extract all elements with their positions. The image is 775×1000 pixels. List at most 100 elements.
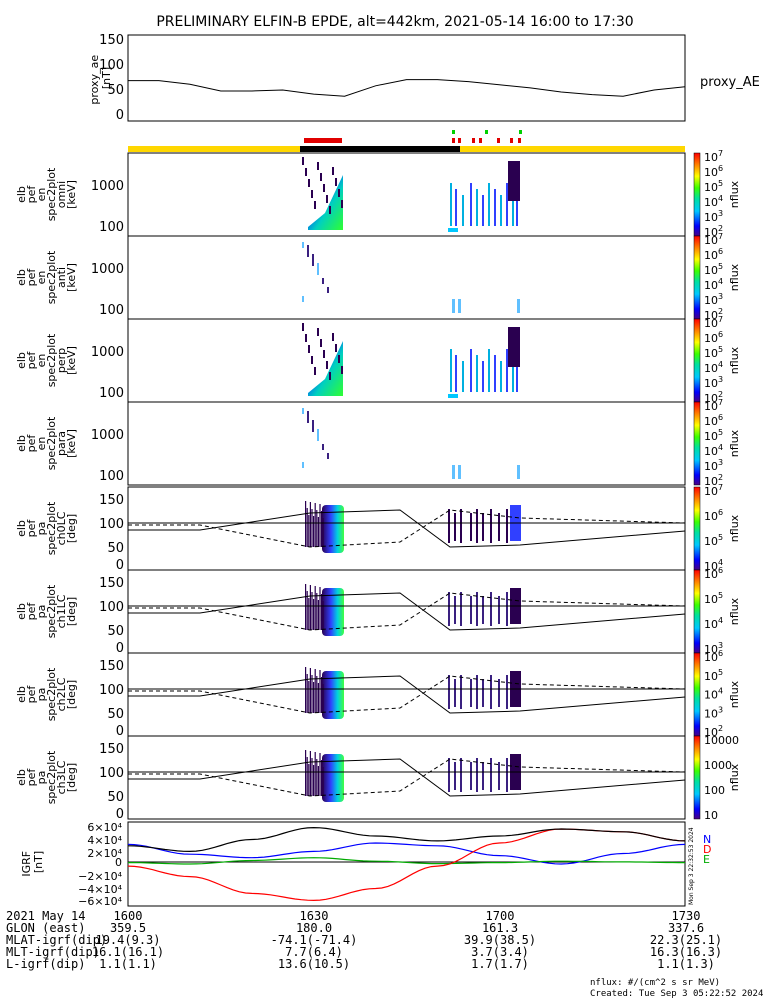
footer-row-value: 3.7(3.4)	[471, 945, 529, 959]
loss-cone-line	[128, 592, 686, 631]
pitch-angle-colorbar-label: nflux	[728, 597, 741, 625]
spectrogram-stripe	[516, 361, 518, 392]
pitch-angle-stripe	[311, 509, 313, 547]
pitch-angle-stripe	[490, 509, 492, 543]
pitch-angle-stripe	[316, 676, 318, 713]
energy-spectrogram-colorbar	[693, 401, 701, 486]
orbit-bar-red-tick	[518, 138, 521, 143]
spectrogram-stripe	[517, 299, 520, 313]
pitch-angle-stripe	[322, 518, 324, 547]
pitch-angle-stripe	[319, 587, 321, 630]
spectrogram-pixel	[307, 251, 309, 257]
pitch-angle-stripe	[306, 757, 308, 796]
pitch-angle-stripe	[506, 758, 508, 792]
igrf-legend-d: D	[703, 843, 711, 856]
pitch-angle-ylabel-line: elb	[15, 520, 28, 537]
energy-spectrogram-ylabel-line: en	[35, 188, 48, 202]
pitch-angle-stripe	[460, 509, 462, 543]
footer-row-label: MLAT-igrf(dip)	[6, 933, 107, 947]
igrf-tick-m2e4: −2×10⁴	[78, 870, 122, 883]
pitch-angle-ylabel-line: ch2LC	[55, 677, 68, 711]
loss-cone-line	[128, 675, 686, 714]
pitch-angle-tick: 0	[116, 724, 124, 739]
pitch-angle-tick: 150	[99, 493, 124, 508]
spectrogram-pixel	[302, 462, 304, 468]
pitch-angle-stripe	[454, 762, 456, 790]
spectrogram-stripe	[452, 465, 455, 479]
spectrogram-stripe	[452, 299, 455, 313]
footer-row-value: 1600	[114, 909, 143, 923]
igrf-ylabel-line1: IGRF	[20, 851, 33, 877]
energy-spectrogram-ylabel-line: en	[35, 437, 48, 451]
pitch-angle-stripe	[305, 584, 307, 630]
orbit-bar-green-tick	[452, 130, 455, 134]
spectrogram-pixel	[323, 184, 325, 192]
footer-row-value: 161.3	[482, 921, 518, 935]
orbit-bar-red-tick	[452, 138, 455, 143]
spectrogram-stripe	[516, 195, 518, 226]
pitch-angle-colorbar-tick: 10	[704, 809, 718, 822]
footer-row-value: 359.5	[110, 921, 146, 935]
pitch-angle-ylabel-line: [deg]	[65, 514, 78, 543]
energy-spectrogram-ylabel-line: spec2plot	[45, 167, 58, 221]
pitch-angle-stripe	[317, 683, 319, 713]
pitch-angle-stripe	[317, 517, 319, 547]
energy-spectrogram-colorbar-tick: 105	[704, 262, 723, 277]
spectrogram-pixel	[302, 323, 304, 331]
pitch-angle-tick: 50	[107, 541, 124, 556]
spectrogram-pixel	[317, 263, 319, 269]
spectrogram-pixel	[307, 411, 309, 417]
footer-row-value: 337.6	[668, 921, 704, 935]
pitch-angle-ylabel: elbpefpaspec2plotch3LC[deg]	[15, 750, 78, 804]
pitch-angle-stripe	[470, 596, 472, 624]
spectrogram-pixel	[323, 350, 325, 358]
pitch-angle-stripe	[308, 681, 310, 713]
pitch-angle-ylabel-line: pef	[25, 768, 38, 787]
energy-spectrogram-colorbar-tick: 106	[704, 247, 723, 262]
energy-spectrogram-colorbar-tick: 105	[704, 179, 723, 194]
pitch-angle-colorbar-tick: 103	[704, 705, 723, 720]
pitch-angle-stripe	[321, 677, 323, 713]
pitch-angle-stripe	[313, 765, 315, 796]
pitch-angle-stripe	[316, 759, 318, 796]
pitch-angle-stripe	[317, 766, 319, 796]
pitch-angle-stripe	[476, 758, 478, 792]
pitch-angle-colorbar-label: nflux	[728, 680, 741, 708]
spectrogram-stripe	[488, 349, 490, 392]
pitch-angle-colorbar	[693, 652, 701, 737]
spectrogram-stripe	[494, 189, 496, 226]
spectrogram-pixel	[320, 339, 322, 347]
pitch-angle-flux-region	[322, 754, 344, 802]
spectrogram-pixel	[322, 444, 324, 450]
energy-spectrogram-ylabel-line: omni	[55, 181, 68, 208]
energy-spectrogram-ylabel: elbpefenspec2plotperp[keV]	[15, 333, 78, 387]
pitch-angle-stripe	[313, 682, 315, 713]
pitch-angle-stripe	[321, 760, 323, 796]
pitch-angle-colorbar-tick: 107	[704, 483, 723, 498]
spectrogram-dense-block	[508, 161, 520, 201]
pitch-angle-tick: 100	[99, 517, 124, 532]
igrf-legend-e: E	[703, 853, 710, 866]
energy-tick-100: 100	[99, 220, 124, 235]
energy-tick-1000: 1000	[91, 345, 124, 360]
pitch-angle-stripe	[460, 592, 462, 626]
igrf-tick-2e4: 2×10⁴	[87, 847, 122, 860]
pitch-angle-stripe	[460, 758, 462, 792]
pitch-angle-stripe	[319, 753, 321, 796]
spectrogram-pixel	[308, 345, 310, 353]
pitch-angle-stripe	[448, 509, 450, 543]
pitch-angle-ylabel-line: pef	[25, 519, 38, 538]
anti-loss-cone-line	[128, 509, 686, 548]
spectrogram-pixel	[311, 356, 313, 364]
pitch-angle-stripe	[482, 513, 484, 541]
footer-row-label: MLT-igrf(dip)	[6, 945, 100, 959]
spectrogram-pixel	[312, 260, 314, 266]
energy-spectrogram-colorbar-tick: 107	[704, 315, 723, 330]
orbit-bar-red-tick	[510, 138, 513, 143]
spectrogram-stripe	[450, 349, 452, 392]
energy-tick-100: 100	[99, 386, 124, 401]
pitch-angle-stripe	[306, 508, 308, 547]
